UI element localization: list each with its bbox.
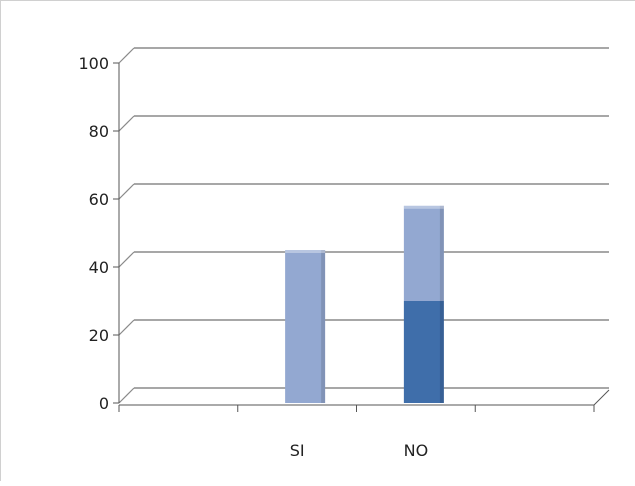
bar-segment: [404, 206, 444, 301]
gridline-depth: [119, 48, 134, 63]
axis-labels: 0 20 40 60 80 100 SI NO: [78, 54, 428, 460]
gridlines: [119, 48, 609, 403]
y-tick-label: 40: [89, 258, 109, 277]
bar-top-highlight: [285, 250, 325, 253]
bar-shade: [440, 206, 444, 301]
y-tick-label: 100: [78, 54, 109, 73]
bar-shade: [321, 250, 325, 403]
gridline-depth: [119, 116, 134, 131]
gridline-depth: [119, 252, 134, 267]
gridline-depth: [119, 320, 134, 335]
y-tick-label: 80: [89, 122, 109, 141]
y-tick-label: 0: [99, 394, 109, 413]
y-tick-label: 60: [89, 190, 109, 209]
x-tick-label: SI: [290, 441, 305, 460]
bar-segment: [404, 301, 444, 403]
gridline-depth: [119, 184, 134, 199]
gridline-depth: [119, 388, 134, 403]
bar-shade: [440, 301, 444, 403]
x-tick-label: NO: [404, 441, 429, 460]
x-axis-depth: [594, 390, 609, 405]
bar-segment: [285, 250, 325, 403]
y-tick-label: 20: [89, 326, 109, 345]
bars: [285, 206, 444, 403]
bar-top-highlight: [404, 206, 444, 209]
